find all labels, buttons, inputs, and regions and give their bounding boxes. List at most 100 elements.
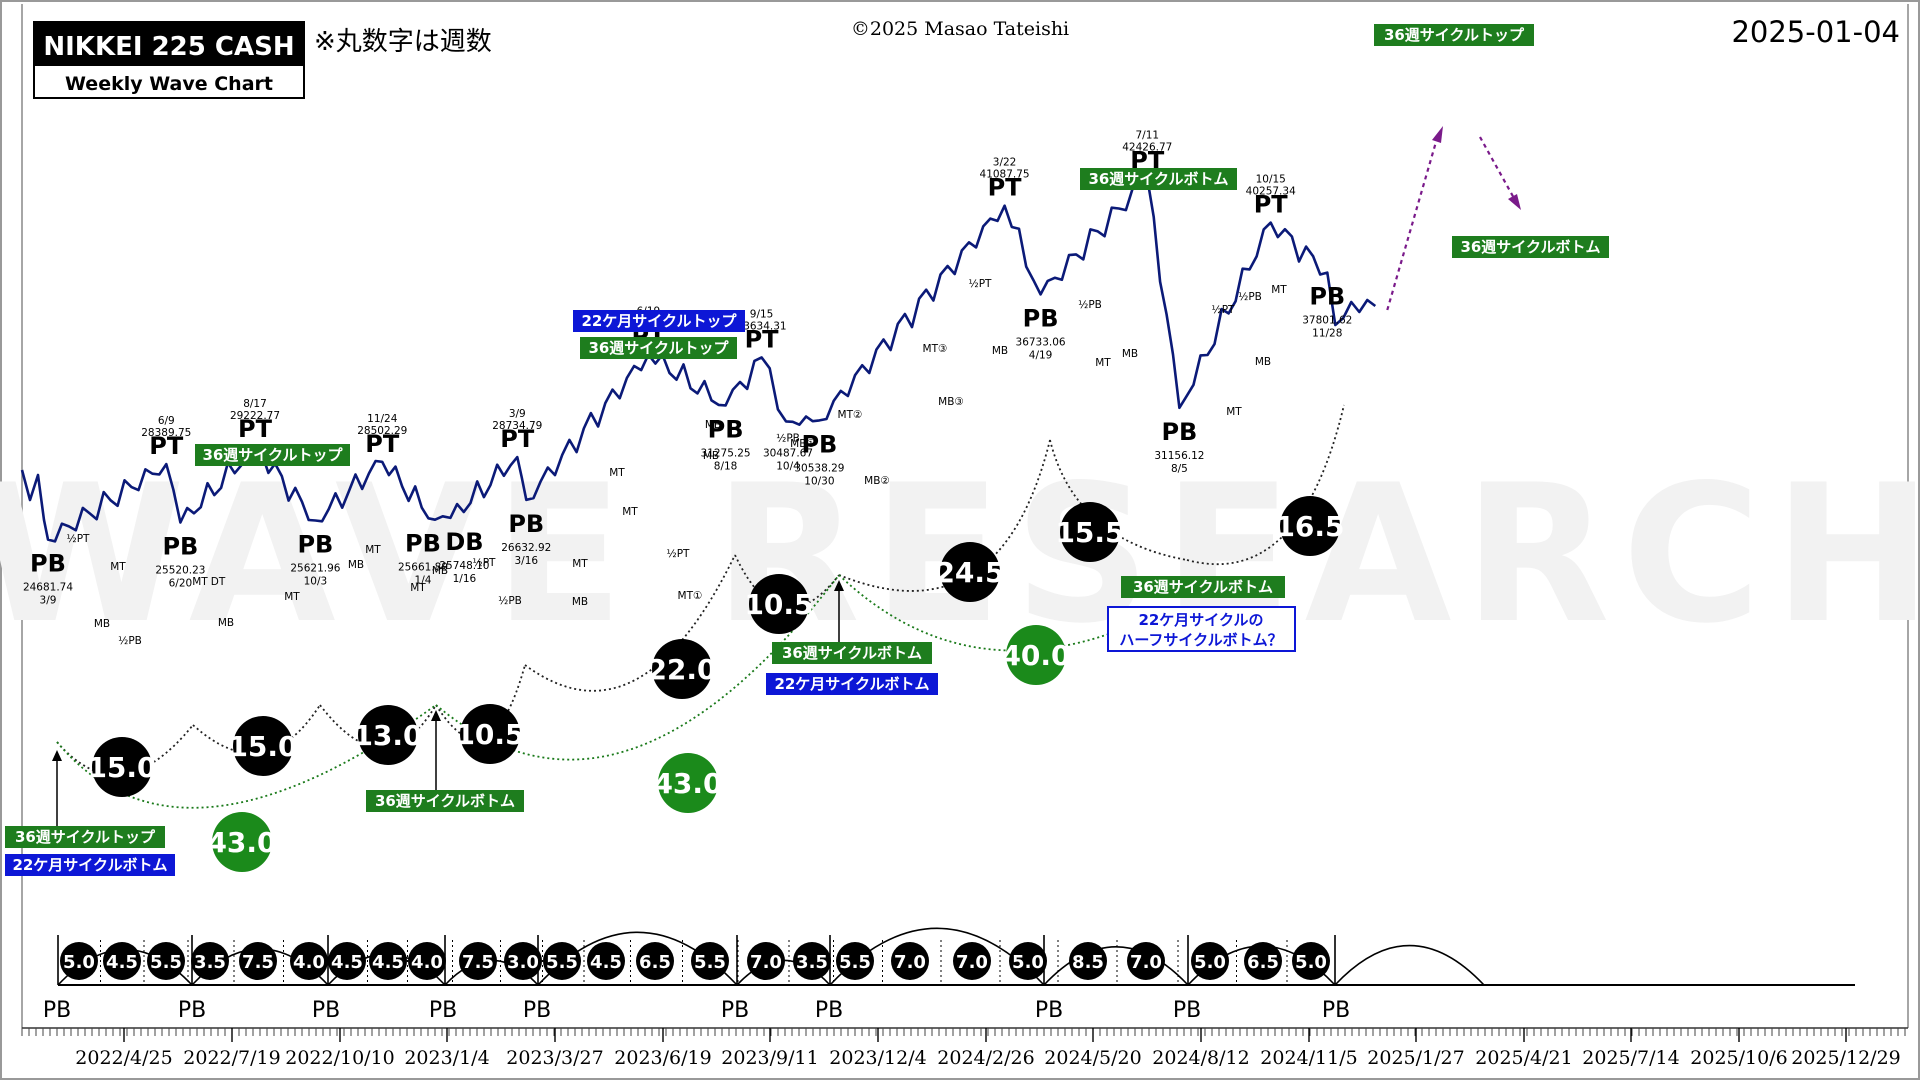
wave-mark: MB bbox=[348, 559, 364, 571]
strip-value: 3.5 bbox=[796, 952, 828, 973]
wave-mark: MB bbox=[572, 596, 588, 608]
pivot-date: 1/4 bbox=[415, 575, 432, 587]
wave-mark: MT③ bbox=[923, 343, 948, 355]
axis-tick-label: 2022/7/19 bbox=[183, 1047, 280, 1069]
circle-note: ※丸数字は週数 bbox=[314, 27, 492, 57]
cycle-label-bg bbox=[5, 854, 175, 876]
strip-value: 7.0 bbox=[750, 952, 782, 973]
strip-circle bbox=[239, 942, 277, 980]
strip-pb-label: PB bbox=[178, 998, 206, 1023]
pivot-label: PT bbox=[1254, 191, 1289, 219]
pivot-date: 8/5 bbox=[1171, 463, 1188, 475]
cycle-label: 36週サイクルボトム bbox=[1088, 170, 1228, 188]
strip-circle bbox=[103, 942, 141, 980]
pivot-label: ½PB bbox=[776, 432, 800, 444]
wave-mark: ½PB bbox=[498, 595, 522, 607]
strip-value: 6.5 bbox=[1247, 952, 1279, 973]
pivot-date: 6/20 bbox=[169, 578, 193, 590]
wave-mark: MT② bbox=[838, 409, 863, 421]
strip-arc bbox=[1334, 944, 1485, 986]
strip-pb-label: PB bbox=[1322, 998, 1350, 1023]
wave-mark: MB bbox=[218, 617, 234, 629]
week-circle-value: 43.0 bbox=[207, 826, 276, 859]
axis-tick-label: 2022/4/25 bbox=[75, 1047, 172, 1069]
wave-mark: MT bbox=[410, 582, 426, 594]
pivot-label: DB bbox=[445, 528, 483, 556]
week-circle bbox=[940, 542, 1000, 602]
wave-marks: PB24681.743/9PT6/928389.75PB25520.236/20… bbox=[23, 129, 1352, 647]
pivot-price: 30487.67 bbox=[763, 447, 813, 459]
wave-mark: ½PT bbox=[473, 557, 497, 569]
cycle-label: 36週サイクルトップ bbox=[202, 446, 343, 464]
pivot-date: 3/9 bbox=[509, 408, 526, 420]
strip-circle bbox=[953, 942, 991, 980]
strip-pb-label: PB bbox=[1035, 998, 1063, 1023]
wave-mark: ½PB bbox=[1238, 291, 1262, 303]
chart-date: 2025-01-04 bbox=[1731, 15, 1900, 49]
wave-mark: MB bbox=[705, 419, 721, 431]
pivot-label: PT bbox=[238, 415, 273, 443]
cycle-label: 36週サイクルボトム bbox=[1460, 238, 1600, 256]
strip-pb-label: PB bbox=[721, 998, 749, 1023]
cycle-label-bg bbox=[766, 673, 938, 695]
pivot-arrowhead bbox=[834, 580, 844, 591]
strip-value: 7.5 bbox=[242, 952, 274, 973]
wave-mark: MT bbox=[284, 591, 300, 603]
wave-mark: ½PT bbox=[969, 278, 993, 290]
wave-mark: MB② bbox=[864, 475, 890, 487]
copyright: ©2025 Masao Tateishi bbox=[851, 18, 1069, 40]
pivot-price: 40257.34 bbox=[1246, 186, 1296, 198]
cycle-label-bg bbox=[366, 790, 524, 812]
strip-pb-label: PB bbox=[43, 998, 71, 1023]
wave-mark: MT bbox=[1226, 406, 1242, 418]
week-circle-value: 10.5 bbox=[744, 588, 813, 621]
black-cycle-arc bbox=[838, 439, 1051, 592]
pivot-label: PT bbox=[500, 425, 535, 453]
strip-value: 3.0 bbox=[507, 952, 539, 973]
axis-tick-label: 2024/8/12 bbox=[1152, 1047, 1249, 1069]
week-circle-value: 22.0 bbox=[647, 653, 716, 686]
week-circle bbox=[460, 704, 520, 764]
wave-mark: MT bbox=[622, 506, 638, 518]
green-cycle-arc bbox=[56, 704, 437, 809]
pivot-price: 28389.75 bbox=[141, 427, 191, 439]
strip-value: 4.5 bbox=[331, 952, 363, 973]
axis-tick-label: 2023/3/27 bbox=[506, 1047, 603, 1069]
wave-mark: MT bbox=[365, 544, 381, 556]
strip-value: 5.0 bbox=[1194, 952, 1226, 973]
axis-tick-label: 2023/6/19 bbox=[614, 1047, 711, 1069]
strip-circle bbox=[328, 942, 366, 980]
pivot-label: PB bbox=[405, 530, 441, 558]
week-circle-value: 43.0 bbox=[653, 767, 722, 800]
strip-circle bbox=[1127, 942, 1165, 980]
strip-value: 7.5 bbox=[462, 952, 494, 973]
axis-tick-label: 2025/12/29 bbox=[1791, 1047, 1901, 1069]
pivot-date: 8/17 bbox=[243, 398, 267, 410]
strip-circle bbox=[543, 942, 581, 980]
week-circle bbox=[1280, 496, 1340, 556]
strip-value: 4.0 bbox=[293, 952, 325, 973]
strip-pb-label: PB bbox=[312, 998, 340, 1023]
cycle-label-bg bbox=[772, 642, 932, 664]
strip-value: 8.5 bbox=[1072, 952, 1104, 973]
strip-value: 6.5 bbox=[639, 952, 671, 973]
cycle-label-bg bbox=[1452, 236, 1609, 258]
axis-tick-label: 2023/1/4 bbox=[404, 1047, 489, 1069]
projection-down-arrowhead bbox=[1508, 194, 1521, 210]
pivot-date: 9/15 bbox=[750, 308, 774, 320]
wave-mark: MT bbox=[192, 576, 208, 588]
cycle-label: 22ケ月サイクルボトム bbox=[12, 856, 167, 874]
pivot-price: 29222.77 bbox=[230, 410, 280, 422]
cycle-label: 36週サイクルボトム bbox=[375, 792, 515, 810]
cycle-label-bg bbox=[1374, 24, 1534, 46]
pivot-date: 3/9 bbox=[40, 595, 57, 607]
week-circle bbox=[749, 574, 809, 634]
axis-tick-label: 2024/11/5 bbox=[1260, 1047, 1357, 1069]
strip-value: 7.0 bbox=[894, 952, 926, 973]
strip-circle bbox=[1069, 942, 1107, 980]
strip-value: 4.5 bbox=[372, 952, 404, 973]
pivot-price: 37801.62 bbox=[1302, 315, 1352, 327]
pivot-price: 24681.74 bbox=[23, 582, 73, 594]
week-circle-value: 15.0 bbox=[228, 730, 297, 763]
pivot-date: 3/22 bbox=[993, 157, 1017, 169]
